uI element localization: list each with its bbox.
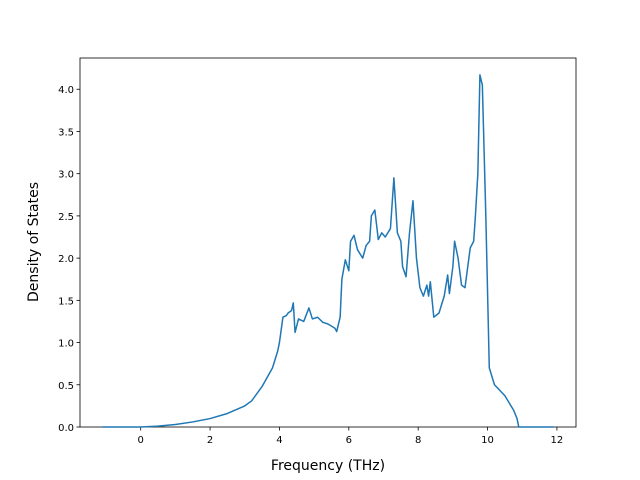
y-tick-label: 2.5 <box>58 212 74 223</box>
y-tick-label: 1.0 <box>58 339 74 350</box>
data-line <box>102 74 554 428</box>
y-tick-label: 0.0 <box>58 423 74 434</box>
x-tick-label: 10 <box>481 435 494 446</box>
x-tick-label: 2 <box>207 435 213 446</box>
x-axis-label: Frequency (THz) <box>271 458 385 474</box>
y-tick-label: 3.5 <box>58 127 74 138</box>
y-tick-label: 2.0 <box>58 254 74 265</box>
y-axis-label: Density of States <box>26 182 42 302</box>
x-tick-label: 12 <box>551 435 564 446</box>
y-tick-label: 3.0 <box>58 170 74 181</box>
x-tick-label: 4 <box>276 435 282 446</box>
plot-frame <box>79 57 577 428</box>
x-tick-label: 8 <box>415 435 421 446</box>
x-tick-label: 0 <box>138 435 144 446</box>
x-tick-label: 6 <box>346 435 352 446</box>
y-tick-label: 4.0 <box>58 85 74 96</box>
y-tick-label: 0.5 <box>58 381 74 392</box>
y-tick-label: 1.5 <box>58 296 74 307</box>
